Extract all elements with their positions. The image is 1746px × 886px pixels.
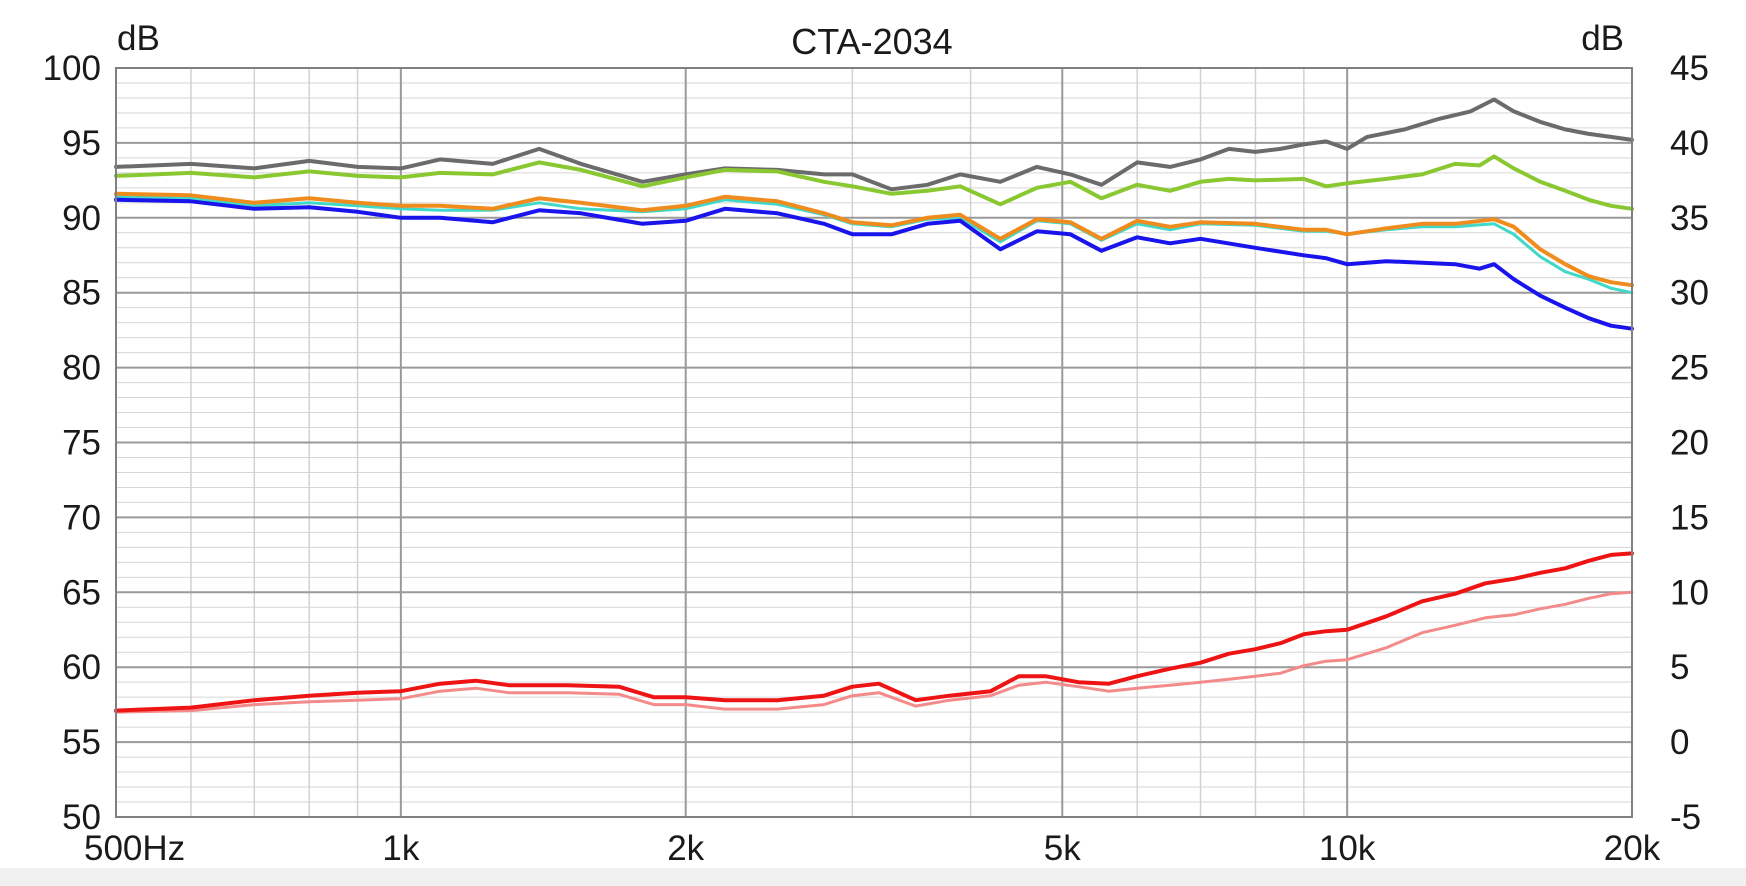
x-axis: 500Hz 1k 2k 5k 10k 20k [84, 829, 1661, 868]
chart-title: CTA-2034 [791, 21, 952, 62]
x-tick-label: 20k [1604, 829, 1661, 868]
right-y-tick-label: 45 [1670, 49, 1709, 88]
left-y-tick-label: 95 [62, 124, 101, 163]
x-tick-label: 500Hz [84, 829, 185, 868]
right-y-tick-label: 20 [1670, 424, 1709, 463]
plot-border [115, 67, 1633, 818]
right-y-tick-label: 35 [1670, 199, 1709, 238]
x-tick-label: 10k [1319, 829, 1376, 868]
plot-frame [115, 67, 1633, 818]
left-y-tick-label: 70 [62, 498, 101, 537]
left-y-axis: 100 95 90 85 80 75 70 65 60 55 50 [43, 49, 101, 837]
right-y-tick-label: -5 [1670, 798, 1701, 837]
left-y-tick-label: 100 [43, 49, 101, 88]
left-y-tick-label: 75 [62, 424, 101, 463]
left-y-tick-label: 90 [62, 199, 101, 238]
left-y-tick-label: 85 [62, 274, 101, 313]
series-line-2 [114, 154, 1634, 211]
minor-grid [116, 68, 1632, 817]
major-grid [116, 68, 1632, 817]
left-y-tick-label: 80 [62, 349, 101, 388]
series-line-1 [114, 97, 1634, 192]
left-y-tick-label: 55 [62, 723, 101, 762]
left-y-tick-label: 65 [62, 573, 101, 612]
right-y-tick-label: 0 [1670, 723, 1689, 762]
right-y-tick-label: 40 [1670, 124, 1709, 163]
right-y-tick-label: 5 [1670, 648, 1689, 687]
series-line-7 [114, 551, 1634, 713]
left-y-tick-label: 60 [62, 648, 101, 687]
chart-panel: 100 95 90 85 80 75 70 65 60 55 50 45 40 35 30 25 20 15 10… [0, 0, 1746, 868]
series-line-6 [114, 590, 1634, 714]
right-y-tick-label: 15 [1670, 498, 1709, 537]
series-line-4 [114, 191, 1634, 288]
series-layer [114, 97, 1634, 714]
right-y-tick-label: 30 [1670, 274, 1709, 313]
x-tick-label: 2k [667, 829, 704, 868]
right-y-axis: 45 40 35 30 25 20 15 10 5 0 -5 [1670, 49, 1709, 837]
series-line-5 [114, 197, 1634, 331]
right-axis-unit-label: dB [1581, 19, 1624, 58]
x-tick-label: 1k [382, 829, 419, 868]
x-tick-label: 5k [1044, 829, 1081, 868]
right-y-tick-label: 10 [1670, 573, 1709, 612]
right-y-tick-label: 25 [1670, 349, 1709, 388]
left-y-tick-label: 50 [62, 798, 101, 837]
left-axis-unit-label: dB [117, 19, 160, 58]
